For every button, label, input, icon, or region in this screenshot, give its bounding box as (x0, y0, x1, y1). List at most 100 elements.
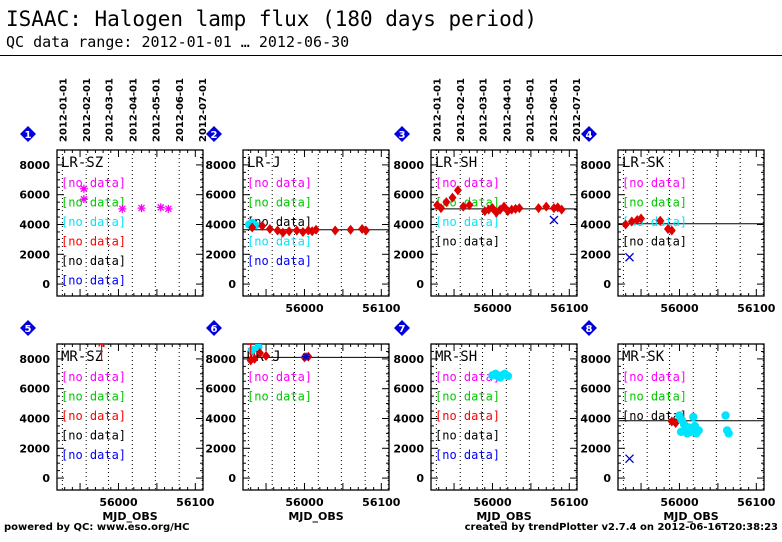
date-tick-label: 2012-03-01 (478, 78, 489, 142)
x-tick-label: 56100 (362, 302, 401, 315)
panel-badge-number: 8 (586, 324, 593, 335)
no-data-label: [no data] (622, 196, 687, 210)
date-tick-label: 2012-01-01 (58, 78, 69, 142)
page-subtitle: QC data range: 2012-01-01 … 2012-06-30 (6, 33, 350, 51)
data-point-diamond (436, 203, 445, 214)
x-tick-label: 56000 (660, 496, 699, 509)
no-data-label: [no data] (61, 215, 126, 229)
no-data-label: [no data] (247, 370, 312, 384)
panel-title: LR-SH (435, 155, 477, 171)
data-point-star (79, 184, 88, 193)
x-tick-label: 56000 (99, 496, 138, 509)
y-tick-label: 0 (603, 278, 611, 291)
panel-title: LR-SZ (61, 155, 103, 171)
no-data-label: [no data] (435, 429, 500, 443)
no-data-label: [no data] (247, 254, 312, 268)
data-point-dot (721, 411, 730, 420)
y-tick-label: 8000 (580, 353, 611, 366)
y-tick-label: 2000 (205, 442, 236, 455)
data-point-diamond (534, 203, 543, 214)
no-data-label: [no data] (61, 254, 126, 268)
data-point-star (302, 352, 311, 361)
data-point-diamond (346, 224, 355, 235)
x-tick-label: 56100 (737, 496, 776, 509)
y-tick-label: 4000 (19, 412, 50, 425)
y-tick-label: 8000 (19, 353, 50, 366)
panel-badge-diamond (206, 320, 222, 336)
data-marks (488, 369, 513, 382)
data-point-diamond (298, 226, 307, 237)
data-point-star (164, 204, 173, 213)
x-axis-title: MJD_OBS (476, 510, 531, 523)
date-tick-label: 2012-05-01 (525, 78, 536, 142)
x-tick-label: 56100 (362, 496, 401, 509)
data-point-diamond (442, 197, 451, 208)
x-tick-label: 56000 (285, 302, 324, 315)
x-tick-label: 56100 (550, 496, 589, 509)
y-tick-label: 6000 (205, 189, 236, 202)
y-tick-label: 6000 (19, 383, 50, 396)
plot-frame (242, 343, 390, 491)
data-marks (98, 344, 106, 361)
panel-badge-diamond (581, 126, 597, 142)
data-point-diamond (515, 203, 524, 214)
x-axis-title: MJD_OBS (288, 510, 343, 523)
data-point-diamond (248, 222, 257, 233)
date-tick-label: 2012-04-01 (502, 78, 513, 142)
data-marks (244, 218, 370, 238)
plot-frame (617, 343, 765, 491)
data-point-diamond (262, 350, 271, 361)
plot-frame (56, 343, 204, 491)
y-tick-label: 2000 (580, 442, 611, 455)
chart-panel-8: 0 2000 4000 6000 8000 56000 56100 MJD_OBS 8 MR-SK… (580, 320, 776, 523)
panel-badge-diamond (20, 126, 36, 142)
date-tick-label: 2012-01-01 (432, 78, 443, 142)
data-point-diamond (331, 225, 340, 236)
y-tick-label: 4000 (393, 218, 424, 231)
data-point-diamond (250, 353, 259, 364)
panel-badge-number: 1 (25, 130, 32, 141)
panel-badge-diamond (581, 320, 597, 336)
y-tick-label: 2000 (393, 442, 424, 455)
panel-badge-number: 5 (25, 324, 32, 335)
data-marks (246, 344, 313, 366)
no-data-label: [no data] (622, 235, 687, 249)
x-tick-label: 56100 (550, 302, 589, 315)
y-tick-label: 4000 (393, 412, 424, 425)
date-tick-label: 2012-07-01 (198, 78, 209, 142)
y-tick-label: 2000 (205, 248, 236, 261)
date-tick-label: 2012-03-01 (104, 78, 115, 142)
data-point-diamond (258, 220, 267, 231)
panel-badge-diamond (394, 320, 410, 336)
y-tick-label: 0 (416, 472, 424, 485)
y-tick-label: 8000 (580, 159, 611, 172)
no-data-label: [no data] (247, 196, 312, 210)
data-point-diamond (557, 204, 566, 215)
data-point-diamond (453, 185, 462, 196)
panel-title: MR-SK (622, 349, 665, 365)
y-tick-label: 4000 (205, 218, 236, 231)
no-data-label: [no data] (435, 235, 500, 249)
data-point-dot (495, 373, 505, 382)
data-point-cross (625, 454, 634, 464)
y-tick-label: 2000 (393, 248, 424, 261)
panel-badge-diamond (20, 320, 36, 336)
no-data-label: [no data] (61, 370, 126, 384)
data-point-star (79, 195, 88, 204)
data-point-diamond (627, 216, 636, 227)
panel-badge-diamond (394, 126, 410, 142)
no-data-label: [no data] (435, 370, 500, 384)
data-point-dot (724, 429, 733, 438)
y-tick-label: 4000 (205, 412, 236, 425)
data-marks (625, 411, 733, 464)
data-point-arrow (98, 344, 106, 361)
chart-panel-6: 020004000600080005600056100MJD_OBS6MR-J[… (205, 320, 401, 523)
data-point-diamond (637, 213, 646, 224)
data-point-diamond (448, 192, 457, 203)
data-point-diamond (278, 227, 287, 238)
data-point-star (156, 203, 165, 212)
y-tick-label: 6000 (19, 189, 50, 202)
no-data-label: [no data] (247, 390, 312, 404)
y-tick-label: 2000 (580, 248, 611, 261)
y-tick-label: 6000 (205, 383, 236, 396)
